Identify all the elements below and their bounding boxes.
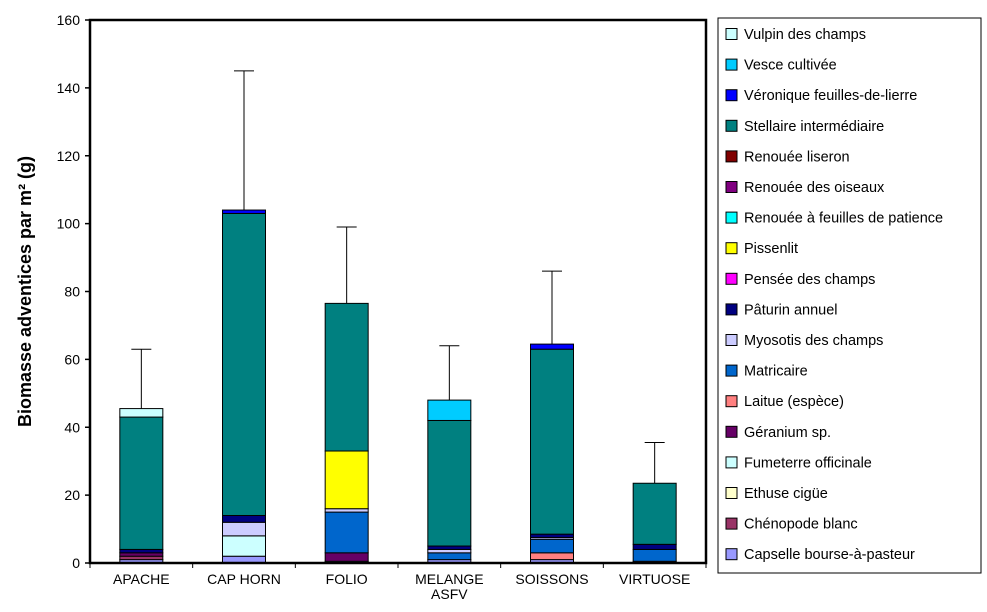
legend-label: Capselle bourse-à-pasteur — [744, 547, 915, 563]
legend-swatch — [725, 58, 738, 71]
y-tick-label: 60 — [64, 351, 80, 367]
bar-segment — [530, 538, 574, 554]
legend-label: Géranium sp. — [744, 425, 831, 441]
y-tick-label: 140 — [57, 80, 81, 96]
y-tick-label: 20 — [64, 487, 80, 503]
legend-label: Laitue (espèce) — [744, 394, 844, 410]
legend-swatch — [725, 395, 738, 408]
legend-label: Stellaire intermédiaire — [744, 119, 884, 135]
legend-label: Matricaire — [744, 364, 808, 380]
bar-segment — [530, 533, 574, 539]
bar-segment — [632, 482, 677, 545]
bar-segment — [222, 535, 266, 557]
legend-swatch — [725, 150, 738, 163]
legend-swatch — [725, 119, 738, 132]
bar-segment — [119, 408, 164, 418]
x-category-label: SOISSONS — [515, 571, 588, 587]
legend-swatch — [725, 364, 738, 377]
bar-segment — [324, 450, 369, 510]
bar-segment — [427, 548, 472, 554]
bar-segment — [324, 552, 369, 562]
bar-segment — [427, 399, 472, 421]
bar-segment — [632, 543, 677, 550]
bar-segment — [222, 212, 266, 516]
legend-swatch — [725, 242, 738, 255]
bar-segment — [632, 548, 677, 562]
legend-label: Pâturin annuel — [744, 302, 838, 318]
x-category-label: ASFV — [431, 586, 468, 602]
y-tick-label: 120 — [57, 148, 81, 164]
y-tick-label: 160 — [57, 12, 81, 28]
legend-swatch — [725, 517, 738, 530]
y-tick-label: 80 — [64, 284, 80, 300]
legend-label: Véronique feuilles-de-lierre — [744, 88, 917, 104]
legend-label: Pensée des champs — [744, 272, 875, 288]
y-tick-label: 40 — [64, 419, 80, 435]
legend-swatch — [725, 487, 738, 499]
x-category-label: VIRTUOSE — [619, 571, 690, 587]
x-category-label: MELANGE — [415, 571, 483, 587]
legend-swatch — [725, 181, 738, 193]
y-axis-ticks: 0 20 40 60 80 100 120 140 160 — [57, 12, 90, 571]
x-category-label: APACHE — [113, 571, 170, 587]
legend-swatch — [725, 548, 738, 561]
legend-label: Myosotis des champs — [744, 333, 883, 349]
bar-segment — [427, 419, 472, 547]
legend-swatch — [725, 89, 738, 102]
bars — [119, 209, 677, 564]
legend-swatch — [725, 425, 738, 438]
legend-label: Pissenlit — [744, 241, 798, 257]
bar-segment — [119, 552, 164, 557]
legend-swatch — [725, 303, 738, 316]
bar-segment — [222, 521, 266, 537]
legend-swatch — [725, 28, 738, 40]
bar-segment — [119, 548, 164, 554]
plot-frame — [88, 18, 708, 565]
legend-label: Vulpin des champs — [744, 27, 866, 43]
bar-segment — [119, 555, 164, 561]
bar-segment — [530, 343, 574, 350]
y-tick-label: 100 — [57, 216, 81, 232]
legend-swatch — [725, 456, 738, 469]
legend: Vulpin des champs Vesce cultivée Véronique… — [725, 27, 943, 563]
bar-segment — [427, 545, 472, 550]
legend-label: Chénopode blanc — [744, 517, 858, 533]
legend-swatch — [725, 272, 738, 285]
bar-segment — [427, 552, 472, 561]
legend-label: Ethuse cigüe — [744, 486, 828, 502]
x-category-label: FOLIO — [326, 571, 368, 587]
bar-segment — [324, 302, 369, 452]
legend-label: Renouée à feuilles de patience — [744, 211, 943, 227]
bar-segment — [119, 416, 164, 550]
bar-segment — [324, 508, 369, 513]
bar-segment — [222, 514, 266, 523]
bar-segment — [530, 348, 574, 535]
legend-swatch — [725, 211, 738, 224]
bar-segment — [530, 552, 574, 561]
bar-segment — [324, 511, 369, 554]
legend-label: Renouée liseron — [744, 149, 850, 165]
y-axis-label: Biomasse adventices par m² (g) — [15, 156, 35, 427]
legend-label: Vesce cultivée — [744, 58, 837, 74]
x-category-label: CAP HORN — [207, 571, 281, 587]
y-tick-label: 0 — [72, 555, 80, 571]
legend-frame — [717, 17, 982, 574]
legend-label: Renouée des oiseaux — [744, 180, 885, 196]
bar-segment — [222, 209, 266, 214]
legend-label: Fumeterre officinale — [744, 455, 872, 471]
legend-swatch — [725, 334, 738, 346]
error-bars — [131, 70, 665, 484]
